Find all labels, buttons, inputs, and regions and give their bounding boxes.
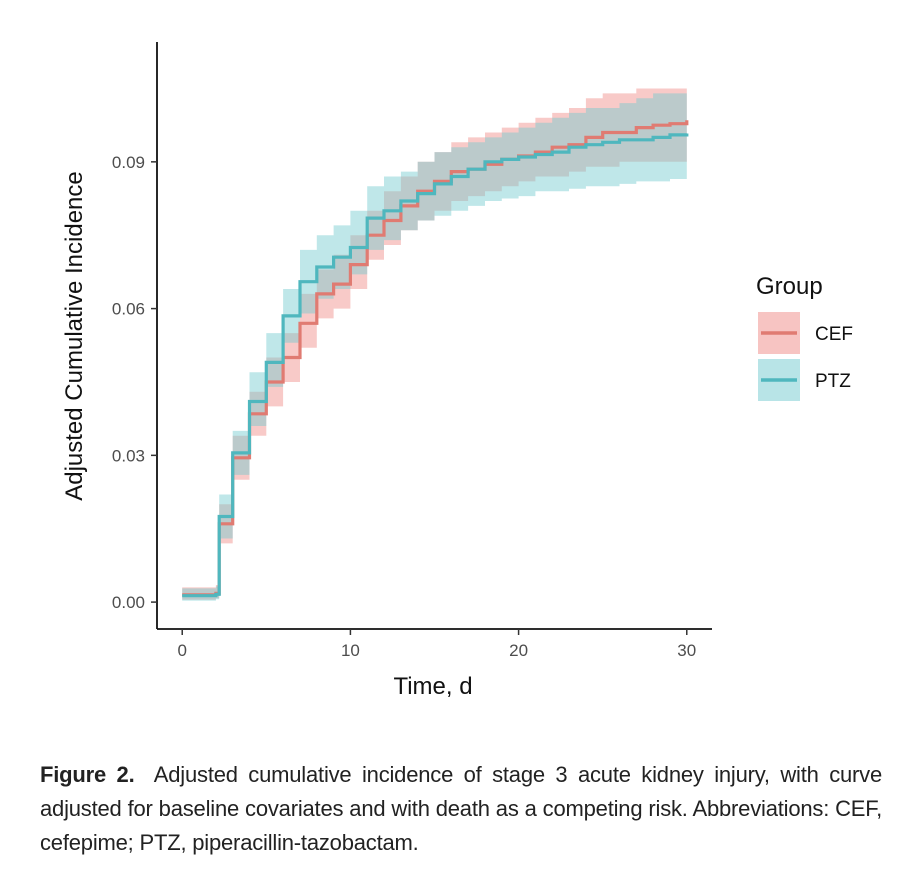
x-tick-label: 0 (177, 641, 186, 660)
y-tick-label: 0.00 (112, 593, 145, 612)
y-axis-title: Adjusted Cumulative Incidence (61, 171, 88, 501)
ptz-confidence-band (182, 93, 687, 601)
legend: Group CEF PTZ (756, 273, 853, 401)
y-axis-ticks: 0.00 0.03 0.06 0.09 (112, 153, 157, 612)
legend-item-cef: CEF (758, 312, 853, 354)
x-axis-title: Time, d (393, 673, 472, 700)
x-tick-label: 30 (677, 641, 696, 660)
caption-label: Figure 2. (40, 762, 135, 787)
series-lines (182, 120, 689, 598)
legend-title: Group (756, 273, 823, 300)
x-tick-label: 20 (509, 641, 528, 660)
legend-label-cef: CEF (815, 324, 853, 345)
legend-item-ptz: PTZ (758, 359, 851, 401)
figure-caption: Figure 2. Adjusted cumulative incidence … (40, 758, 882, 860)
y-tick-label: 0.09 (112, 153, 145, 172)
legend-label-ptz: PTZ (815, 371, 851, 392)
cumulative-incidence-chart: 0.00 0.03 0.06 0.09 0 10 20 30 Time, d Adjuste… (61, 42, 853, 700)
caption-text: Adjusted cumulative incidence of stage 3… (40, 762, 882, 855)
ptz-incidence-line (182, 133, 689, 598)
y-tick-label: 0.03 (112, 446, 145, 465)
confidence-bands (182, 83, 687, 601)
x-tick-label: 10 (341, 641, 360, 660)
x-axis-ticks: 0 10 20 30 (177, 629, 696, 660)
y-tick-label: 0.06 (112, 300, 145, 319)
